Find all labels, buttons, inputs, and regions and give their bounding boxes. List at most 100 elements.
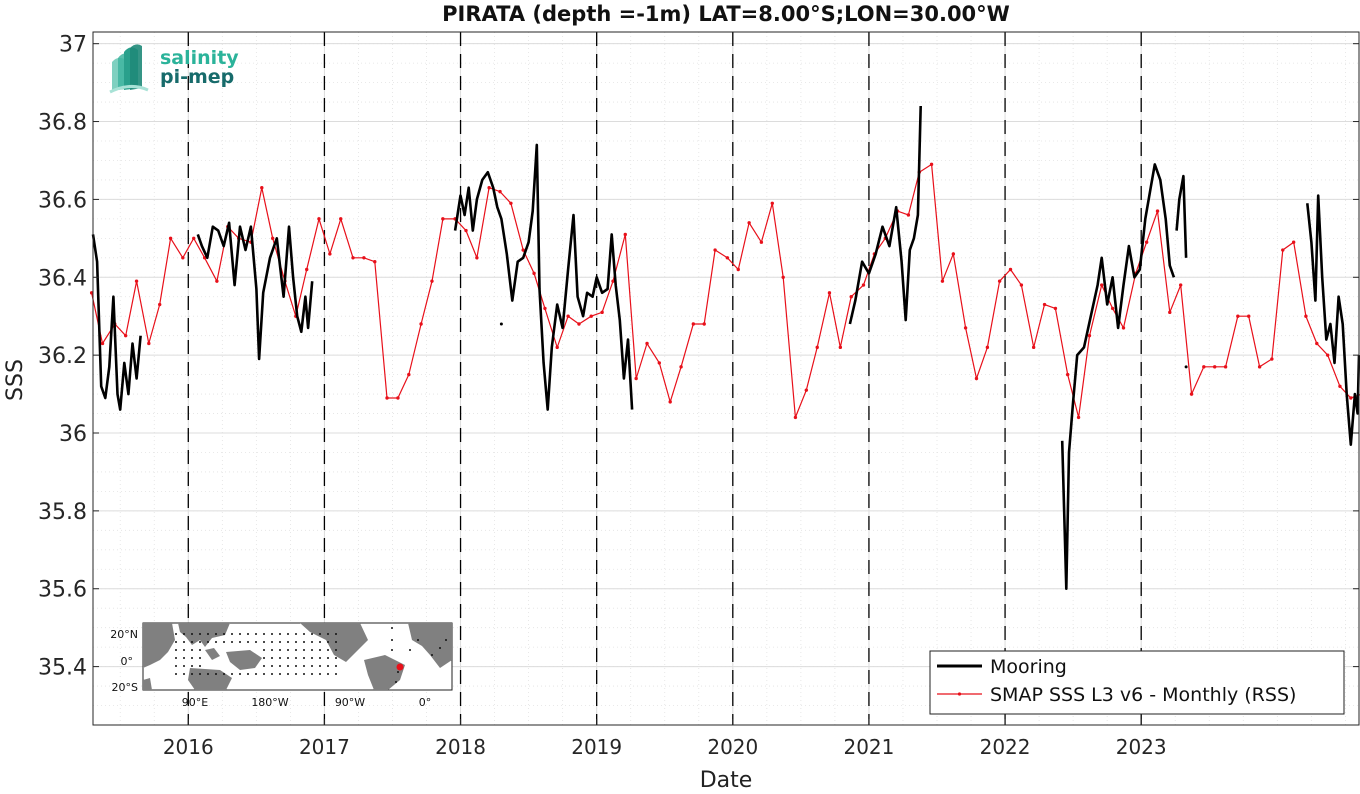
smap-point (929, 162, 934, 167)
inset-lat-label-north: 20°N (110, 628, 138, 641)
inset-lat-label-equator: 0° (121, 655, 134, 668)
smap-point (725, 256, 730, 260)
wave-logo-icon (109, 44, 149, 94)
smap-point (1304, 314, 1308, 318)
y-tick-label: 37 (59, 33, 87, 58)
smap-point (566, 314, 570, 318)
mooring-line-segment (196, 221, 314, 361)
smap-point (1189, 392, 1194, 396)
plot-area (93, 32, 1359, 725)
mooring-line-segment (1306, 194, 1360, 447)
smap-point (487, 186, 491, 190)
smap-point (668, 400, 672, 404)
inset-map: 20°N 0° 20°S 90°E 180°W 90°W 0° (110, 622, 453, 709)
smap-point (1270, 357, 1274, 361)
mooring-line-segment (453, 143, 634, 411)
smap-point (555, 345, 559, 350)
smap-point (997, 279, 1002, 283)
legend-smap-label: SMAP SSS L3 v6 - Monthly (RSS) (990, 684, 1296, 706)
smap-point (305, 267, 309, 272)
inset-lat-label-south: 20°S (112, 681, 138, 694)
logo-line2: pi-mep (160, 66, 234, 88)
smap-point (1213, 365, 1217, 369)
smap-point (464, 228, 468, 233)
smap-point (1121, 326, 1126, 330)
smap-point (328, 252, 332, 256)
mooring-line-segment (1060, 163, 1176, 591)
smap-point (407, 372, 411, 377)
legend-smap-marker (957, 692, 962, 696)
smap-point (577, 322, 581, 326)
smap-point (543, 306, 547, 311)
smap-point (747, 221, 751, 225)
x-ticks: 2016 2017 2018 2019 2020 2021 2022 2023 (163, 719, 1167, 759)
smap-point (634, 376, 638, 381)
smap-point (600, 310, 604, 315)
smap-point (1053, 306, 1058, 311)
smap-point (827, 291, 832, 295)
smap-point (181, 256, 185, 260)
smap-point (134, 279, 139, 283)
mooring-isolated-point (1184, 365, 1188, 369)
smap-point (100, 341, 105, 346)
salinity-pimep-logo: salinity pi-mep (109, 44, 239, 94)
smap-point (1338, 384, 1342, 388)
smap-point (906, 213, 911, 217)
mooring-line-segment (91, 234, 142, 411)
smap-point (770, 201, 774, 206)
smap-point (691, 322, 696, 326)
smap-point (123, 333, 128, 338)
y-tick-label: 36.6 (38, 188, 87, 213)
smap-point (396, 396, 400, 400)
land-masses (143, 623, 452, 690)
smap-point (679, 365, 683, 369)
smap-point (1281, 248, 1285, 252)
smap-point (270, 236, 275, 241)
inset-lon-label-90w: 90°W (335, 696, 365, 709)
inset-lon-label-180w: 180°W (251, 696, 288, 709)
smap-point (215, 279, 219, 283)
smap-point (509, 201, 513, 206)
smap-point (657, 361, 661, 365)
smap-point (1257, 365, 1262, 369)
smap-point (940, 279, 945, 283)
smap-point (89, 291, 94, 295)
y-tick-label: 36.4 (38, 266, 87, 291)
smap-point (1178, 283, 1183, 287)
smap-point (1087, 333, 1092, 338)
smap-point (1168, 310, 1172, 315)
smap-point (498, 189, 502, 194)
logo-line1: salinity (160, 47, 239, 69)
smap-point (804, 388, 809, 392)
smap-point (1042, 302, 1047, 307)
mooring-network-dots (175, 627, 447, 683)
x-tick-label: 2017 (299, 735, 350, 759)
smap-point (441, 217, 445, 221)
smap-point (623, 232, 627, 237)
y-tick-label: 35.4 (38, 656, 87, 681)
smap-point (1325, 353, 1330, 357)
smap-point (1349, 396, 1353, 400)
x-tick-label: 2022 (980, 735, 1031, 759)
smap-point (1236, 314, 1240, 318)
smap-point (202, 256, 207, 260)
smap-point (317, 217, 321, 221)
smap-point (861, 283, 866, 287)
smap-point (168, 236, 173, 241)
smap-point (430, 279, 434, 283)
smap-point (1202, 365, 1206, 369)
smap-point (1291, 240, 1296, 244)
smap-point (781, 275, 785, 279)
smap-point (339, 217, 343, 221)
x-tick-label: 2021 (843, 735, 894, 759)
y-tick-label: 36.2 (38, 344, 87, 369)
legend: Mooring SMAP SSS L3 v6 - Monthly (RSS) (929, 650, 1345, 715)
smap-point (589, 314, 593, 318)
axes-frame (92, 31, 1360, 726)
mooring-series (91, 105, 1360, 591)
smap-point (385, 396, 389, 400)
smap-series (89, 162, 1360, 420)
smap-point (1031, 345, 1036, 350)
smap-point (1144, 240, 1149, 244)
